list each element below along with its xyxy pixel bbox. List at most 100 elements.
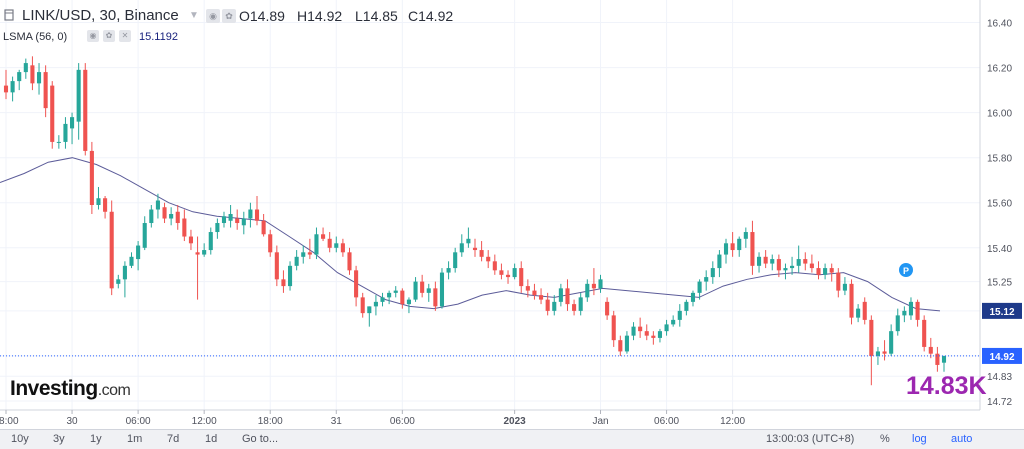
candle-up xyxy=(466,227,471,248)
price-tick-label: 16.00 xyxy=(987,109,1012,120)
candle-up xyxy=(585,279,590,302)
pattern-marker-icon[interactable]: P xyxy=(899,263,913,277)
range-1y-button[interactable]: 1y xyxy=(90,433,102,445)
chevron-down-icon[interactable]: ▼ xyxy=(189,10,199,21)
candle-body xyxy=(373,301,378,307)
candle-body xyxy=(142,223,147,248)
range-3y-button[interactable]: 3y xyxy=(53,433,65,445)
candle-body xyxy=(624,335,629,352)
candle-down xyxy=(254,195,260,226)
percent-toggle[interactable]: % xyxy=(880,433,890,445)
range-7d-button[interactable]: 7d xyxy=(167,433,180,445)
candle-body xyxy=(387,292,392,298)
candle-down xyxy=(89,141,94,215)
log-toggle[interactable]: log xyxy=(912,433,927,445)
candle-body xyxy=(671,319,676,325)
candle-down xyxy=(188,229,194,251)
candle-up xyxy=(129,252,134,269)
candle-up xyxy=(116,274,121,289)
candle-up xyxy=(856,304,861,323)
candle-body xyxy=(572,304,577,311)
candle-down xyxy=(321,227,326,242)
candle-down xyxy=(109,200,114,296)
candle-body xyxy=(651,335,656,338)
candle-body xyxy=(241,218,246,226)
time-axis[interactable]: 18:00 30 06:00 12:00 18:00 31 06:00 2023 Jan 06:0… xyxy=(0,410,746,427)
candle-down xyxy=(479,241,484,262)
candle-body xyxy=(578,297,583,311)
indicator-close-icon[interactable]: ✕ xyxy=(119,30,131,42)
candle-up xyxy=(770,254,775,271)
candle-body xyxy=(545,299,550,311)
range-1m-button[interactable]: 1m xyxy=(127,433,143,445)
candle-up xyxy=(96,186,101,210)
symbol-title[interactable]: LINK/USD, 30, Binance xyxy=(22,7,179,24)
candle-body xyxy=(63,123,68,142)
candle-down xyxy=(43,65,48,118)
candle-up xyxy=(56,135,61,149)
settings-icon[interactable]: ✿ xyxy=(222,9,236,23)
candle-body xyxy=(790,265,795,269)
candle-down xyxy=(103,195,108,219)
candle-body xyxy=(228,214,233,221)
candle-up xyxy=(895,308,900,336)
chart-type-icon[interactable] xyxy=(4,9,14,21)
candle-body xyxy=(611,315,616,341)
candle-body xyxy=(704,277,709,282)
indicator-label[interactable]: LSMA (56, 0) xyxy=(3,31,68,43)
candle-down xyxy=(829,263,834,282)
goto-button[interactable]: Go to... xyxy=(242,433,279,445)
candle-down xyxy=(750,220,755,275)
candle-up xyxy=(552,295,557,316)
candle-up xyxy=(783,263,788,280)
candle-up xyxy=(664,319,669,336)
range-10y-button[interactable]: 10y xyxy=(11,433,29,445)
candle-down xyxy=(915,299,920,327)
candle-body xyxy=(915,301,920,320)
candle-body xyxy=(17,72,22,82)
candle-up xyxy=(202,243,207,257)
candle-body xyxy=(221,216,227,224)
candle-body xyxy=(922,319,927,347)
candle-up xyxy=(717,250,722,278)
clock-text: 13:00:03 (UTC+8) xyxy=(766,433,855,445)
candle-up xyxy=(671,315,676,327)
time-tick-label: 2023 xyxy=(504,416,527,427)
candle-body xyxy=(254,209,260,221)
candle-body xyxy=(426,288,431,293)
candle-body xyxy=(605,301,610,316)
candle-body xyxy=(195,252,200,255)
candle-body xyxy=(149,209,154,224)
candle-up xyxy=(657,328,663,343)
candle-body xyxy=(889,331,894,354)
candle-up xyxy=(367,306,372,327)
candle-up xyxy=(248,202,253,228)
candle-body xyxy=(816,268,821,275)
candle-up xyxy=(743,227,748,248)
candle-body xyxy=(354,270,359,298)
candle-body xyxy=(902,310,907,316)
indicator-eye-icon[interactable]: ◉ xyxy=(87,30,99,42)
candle-down xyxy=(644,324,649,341)
candle-body xyxy=(453,252,458,269)
candle-body xyxy=(697,281,702,293)
candle-down xyxy=(545,292,550,316)
candle-down xyxy=(776,254,781,278)
auto-toggle[interactable]: auto xyxy=(951,433,973,445)
candle-up xyxy=(710,261,715,284)
candle-body xyxy=(631,326,636,336)
bottom-toolbar: 10y 3y 1y 1m 7d 1d Go to... 13:00:03 (UT… xyxy=(0,429,1024,449)
range-1d-button[interactable]: 1d xyxy=(205,433,218,445)
candle-body xyxy=(202,250,207,255)
indicator-settings-icon[interactable]: ✿ xyxy=(103,30,115,42)
candle-body xyxy=(155,200,160,210)
price-tick-label: 15.60 xyxy=(987,199,1012,210)
candle-body xyxy=(756,256,762,266)
plot-area[interactable] xyxy=(0,0,980,410)
candle-body xyxy=(842,283,847,291)
price-tick-label: 16.40 xyxy=(987,19,1012,30)
candle-up xyxy=(155,193,160,219)
eye-icon[interactable]: ◉ xyxy=(206,9,220,23)
candle-body xyxy=(321,234,326,239)
